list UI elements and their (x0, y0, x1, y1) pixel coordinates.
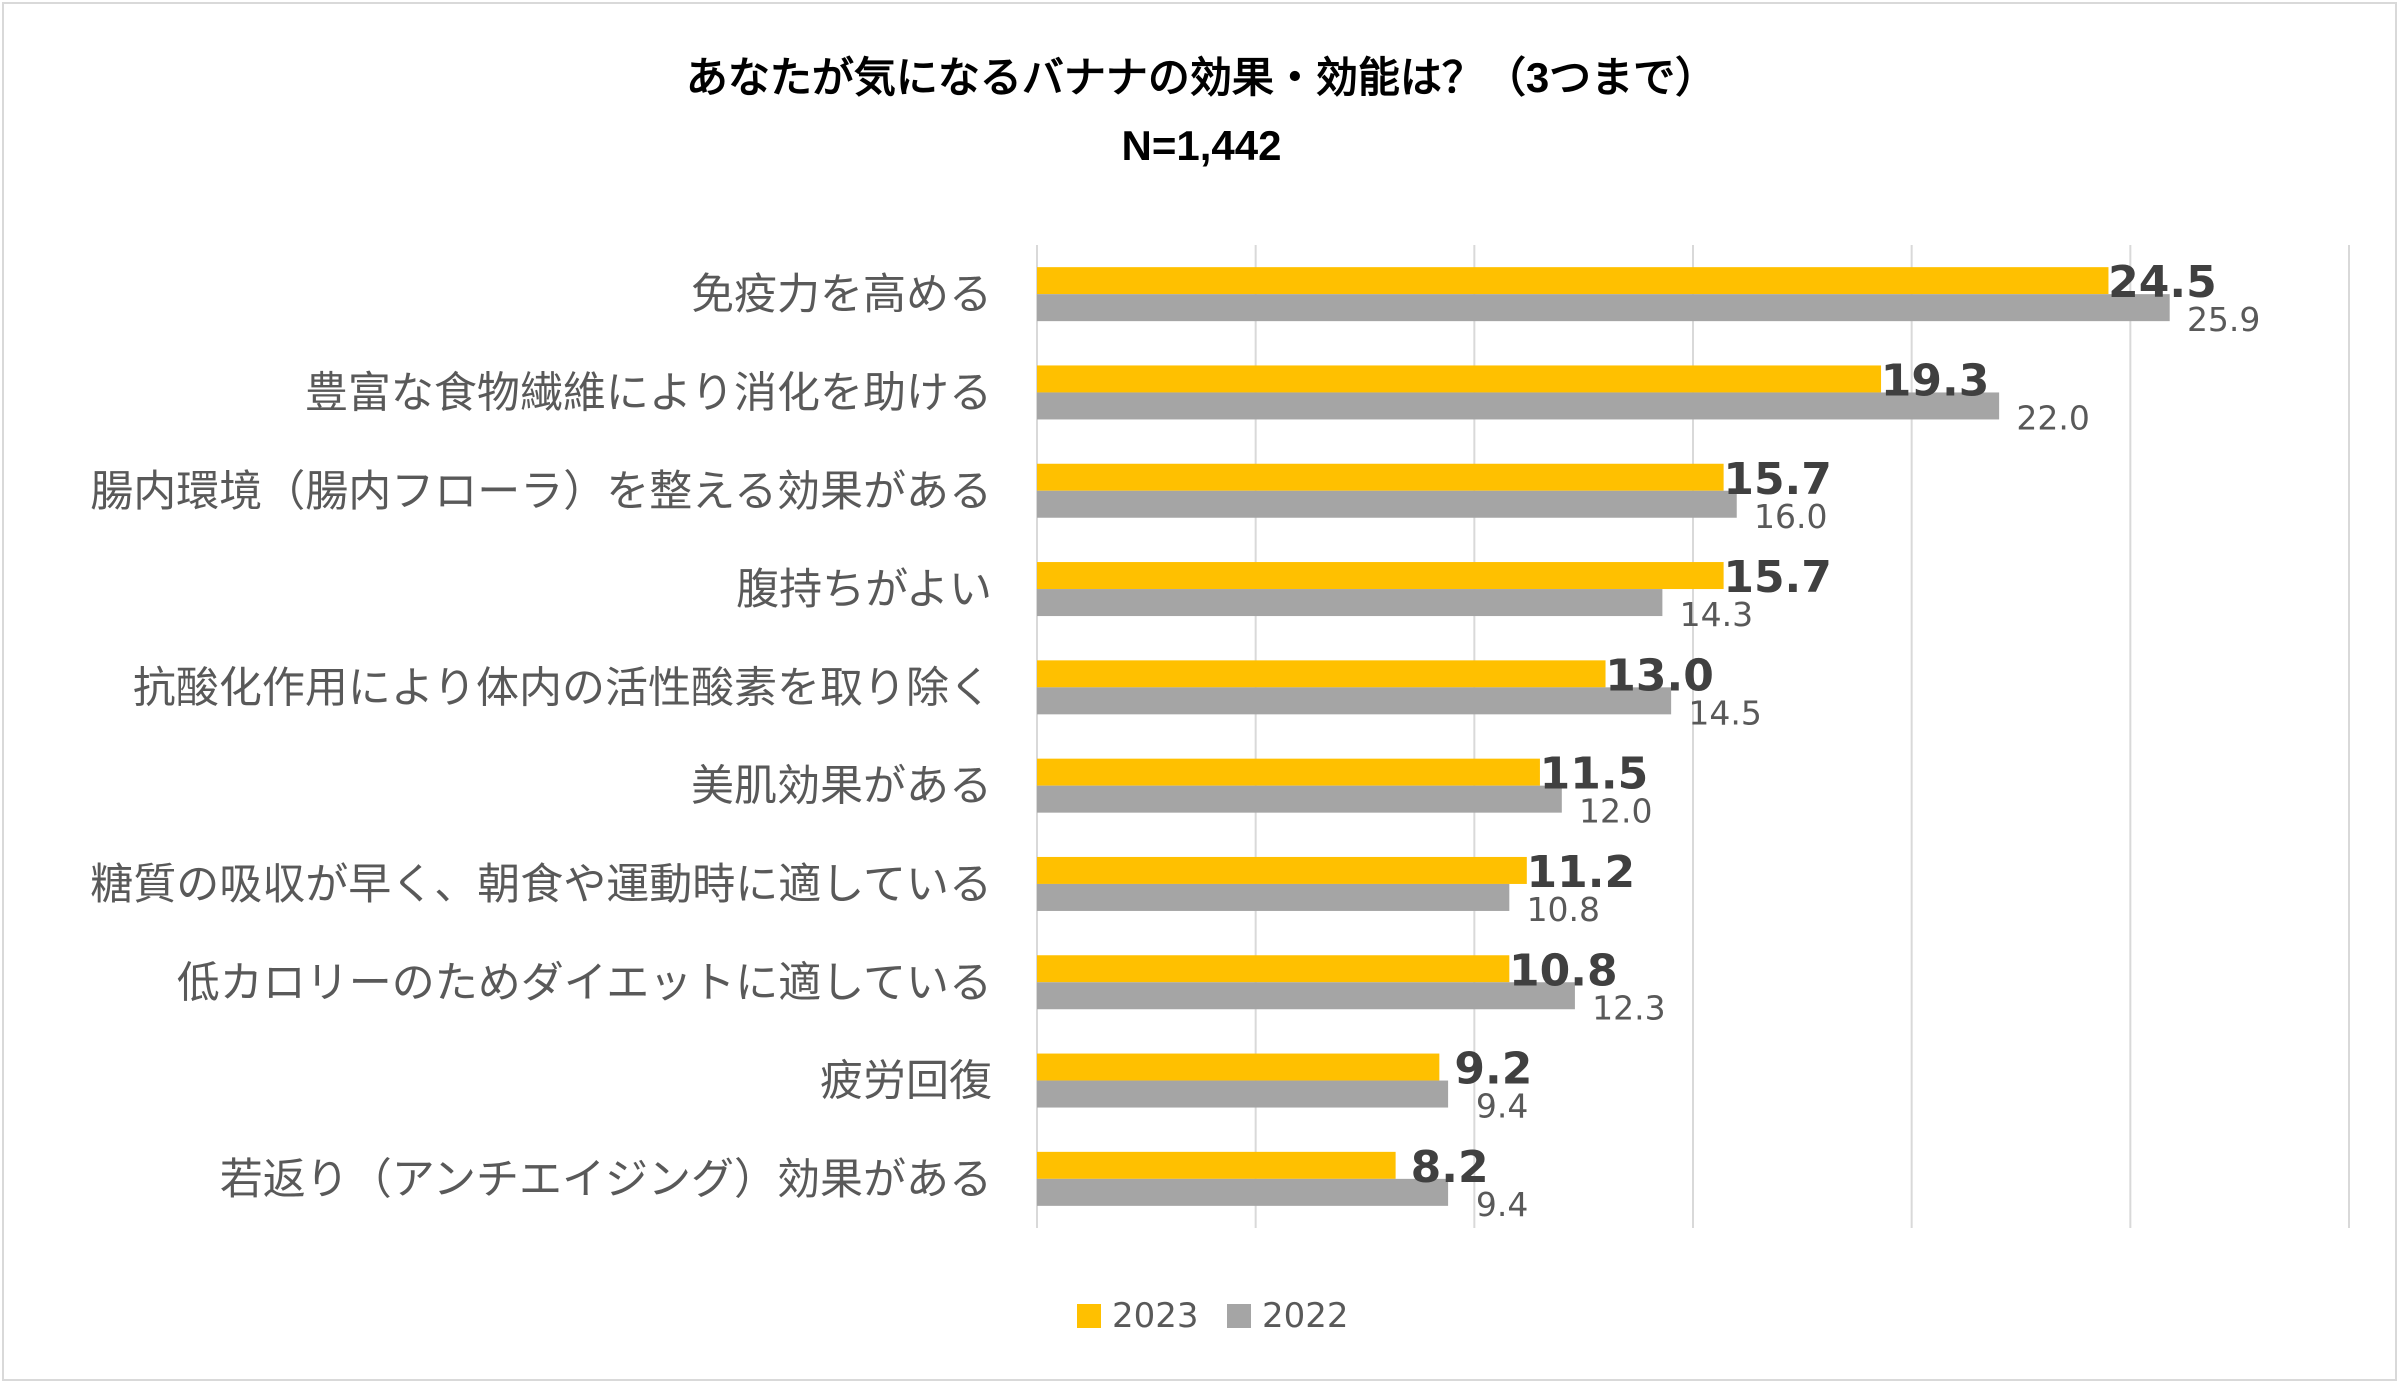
bar-2023 (1037, 660, 1606, 688)
chart-subtitle: N=1,442 (1121, 122, 1282, 169)
bar-2022 (1037, 294, 2170, 322)
bar-2023 (1037, 856, 1527, 884)
bar-2022 (1037, 392, 2000, 420)
bar-2022 (1037, 1080, 1449, 1108)
data-label-2022: 25.9 (2187, 300, 2260, 339)
data-label-2022: 12.0 (1579, 792, 1652, 831)
category-label: 若返り（アンチエイジング）効果がある (220, 1155, 992, 1205)
data-label-2022: 12.3 (1592, 988, 1665, 1027)
category-label: 糖質の吸収が早く、朝食や運動時に適している (90, 860, 992, 910)
bar-2022 (1037, 785, 1562, 813)
data-label-2022: 9.4 (1476, 1185, 1528, 1224)
data-label-2022: 10.8 (1527, 890, 1600, 929)
bar-2022 (1037, 687, 1672, 715)
category-label: 疲労回復 (820, 1057, 992, 1107)
category-label: 腹持ちがよい (736, 565, 992, 615)
bar-2023 (1037, 562, 1724, 590)
chart-title: あなたが気になるバナナの効果・効能は？（3つまで） (685, 54, 1718, 101)
bar-2023 (1037, 1151, 1396, 1179)
data-label-2023: 19.3 (1881, 355, 1990, 406)
data-label-2022: 22.0 (2016, 398, 2089, 437)
data-label-2022: 14.5 (1688, 693, 1761, 732)
bar-2022 (1037, 883, 1510, 911)
bar-2022 (1037, 982, 1575, 1010)
bar-2023 (1037, 365, 1882, 393)
category-label: 美肌効果がある (691, 762, 992, 812)
category-label: 豊富な食物繊維により消化を助ける (305, 368, 992, 418)
bar-2023 (1037, 463, 1724, 491)
legend-swatch-2022 (1227, 1304, 1251, 1328)
data-label-2023: 11.5 (1540, 749, 1649, 800)
data-label-2023: 10.8 (1509, 945, 1618, 996)
bar-2023 (1037, 758, 1540, 786)
bar-2022 (1037, 1178, 1449, 1206)
legend-label-2023: 2023 (1112, 1296, 1199, 1336)
category-label: 低カロリーのためダイエットに適している (177, 958, 992, 1008)
bar-2023 (1037, 955, 1510, 983)
data-label-2022: 9.4 (1476, 1087, 1528, 1126)
category-label: 抗酸化作用により体内の活性酸素を取り除く (133, 663, 992, 713)
bar-2022 (1037, 490, 1737, 518)
data-label-2023: 15.7 (1723, 552, 1832, 603)
data-label-2023: 13.0 (1605, 650, 1714, 701)
category-label: 免疫力を高める (691, 270, 992, 320)
data-label-2023: 9.2 (1454, 1044, 1532, 1095)
bar-2023 (1037, 1053, 1440, 1081)
bar-2022 (1037, 589, 1663, 617)
category-label: 腸内環境（腸内フローラ）を整える効果がある (90, 467, 992, 517)
data-label-2023: 8.2 (1411, 1142, 1489, 1193)
data-label-2022: 14.3 (1680, 595, 1753, 634)
data-label-2023: 15.7 (1723, 454, 1832, 505)
legend-swatch-2023 (1077, 1304, 1101, 1328)
bar-2023 (1037, 267, 2109, 295)
legend-label-2022: 2022 (1262, 1296, 1349, 1336)
data-label-2023: 11.2 (1527, 847, 1636, 898)
data-label-2023: 24.5 (2108, 257, 2217, 308)
data-label-2022: 16.0 (1754, 497, 1827, 536)
